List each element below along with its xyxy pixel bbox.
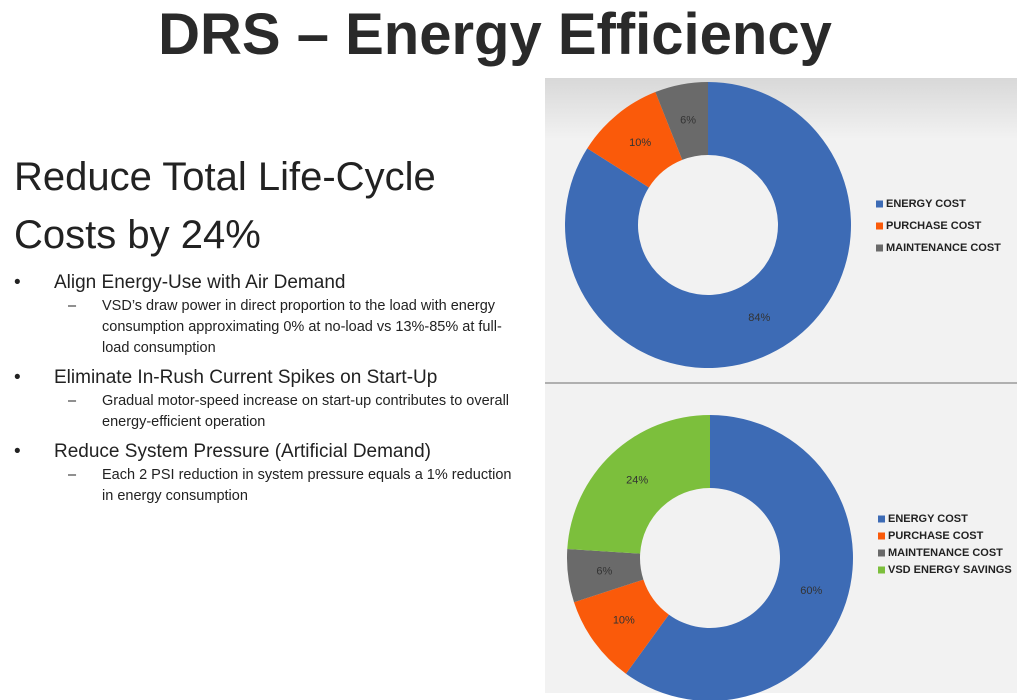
donut-segment (625, 415, 853, 700)
donut-segment (567, 549, 644, 603)
data-label: 24% (626, 474, 648, 486)
legend-label: MAINTENANCE COST (886, 242, 1001, 254)
bullet: Eliminate In-Rush Current Spikes on Star… (14, 365, 534, 391)
legend-swatch (876, 200, 883, 208)
legend-label: ENERGY COST (888, 513, 968, 525)
data-label: 84% (748, 312, 770, 324)
legend-swatch (876, 222, 883, 230)
data-label: 6% (596, 565, 612, 577)
data-label: 6% (680, 114, 696, 126)
bullet: Align Energy-Use with Air Demand (14, 270, 534, 296)
heading: Reduce Total Life-Cycle Costs by 24% (14, 155, 436, 257)
data-label: 60% (800, 585, 822, 597)
data-label: 10% (629, 137, 651, 149)
legend-swatch (878, 515, 885, 523)
legend-label: ENERGY COST (886, 198, 966, 210)
legend-label: VSD ENERGY SAVINGS (888, 564, 1012, 576)
legend-swatch (878, 549, 885, 557)
donut-segment (587, 92, 683, 188)
legend-label: PURCHASE COST (886, 220, 982, 232)
sub-bullet: VSD’s draw power in direct proportion to… (14, 296, 522, 359)
bullet: Reduce System Pressure (Artificial Deman… (14, 439, 534, 465)
legend-label: MAINTENANCE COST (888, 547, 1003, 559)
legend-label: PURCHASE COST (888, 530, 984, 542)
slide-title: DRS – Energy Efficiency (158, 2, 832, 67)
donut-segment (573, 579, 669, 674)
legend-swatch (878, 532, 885, 540)
sub-bullet: Each 2 PSI reduction in system pressure … (14, 465, 522, 507)
legend-swatch (878, 566, 885, 574)
donut-segment (567, 415, 710, 554)
donut-segment (564, 82, 852, 368)
legend-swatch (876, 244, 883, 252)
bullet-list: Align Energy-Use with Air DemandVSD’s dr… (14, 268, 534, 513)
donut-segment (655, 82, 708, 160)
data-label: 10% (613, 615, 635, 627)
sub-bullet: Gradual motor-speed increase on start-up… (14, 391, 522, 433)
